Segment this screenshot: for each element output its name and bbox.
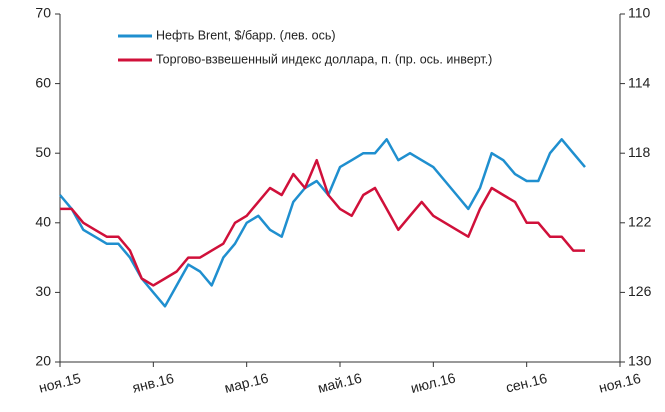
legend-label: Торгово-взвешенный индекс доллара, п. (п…: [156, 52, 492, 66]
y2-tick-label: 118: [628, 144, 651, 160]
y2-tick-label: 122: [628, 214, 652, 230]
x-tick-label: ноя.15: [37, 370, 82, 396]
y2-tick-label: 130: [628, 353, 652, 369]
series-line: [60, 158, 585, 287]
x-tick-label: янв.16: [131, 370, 176, 396]
y-tick-label: 30: [35, 283, 51, 299]
y-tick-label: 20: [35, 353, 51, 369]
y-tick-label: 70: [35, 5, 51, 21]
x-tick-label: сен.16: [504, 370, 549, 396]
x-tick-label: май.16: [316, 370, 363, 396]
y-tick-label: 60: [35, 74, 51, 90]
y-tick-label: 50: [35, 144, 51, 160]
y2-tick-label: 114: [628, 74, 651, 90]
x-tick-label: июл.16: [409, 369, 457, 396]
series-line: [59, 138, 586, 308]
x-tick-label: мар.16: [223, 370, 270, 396]
y-tick-label: 40: [35, 214, 51, 230]
x-tick-label: ноя.16: [597, 370, 642, 396]
y2-tick-label: 126: [628, 283, 652, 299]
y2-tick-label: 110: [628, 5, 651, 21]
legend-label: Нефть Brent, $/барр. (лев. ось): [156, 28, 336, 42]
